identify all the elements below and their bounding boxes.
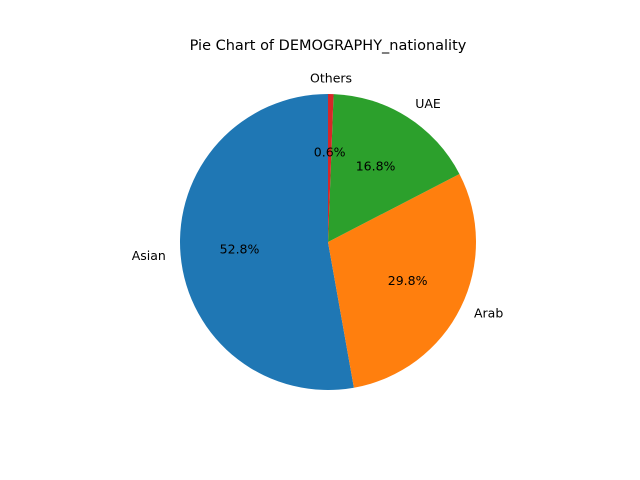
category-label-others: Others xyxy=(310,71,352,86)
category-label-arab: Arab xyxy=(474,306,503,321)
percent-label-arab: 29.8% xyxy=(388,273,428,288)
pie-slice-uae xyxy=(328,94,460,242)
pie-slice-asian xyxy=(179,94,354,391)
pie-slice-arab xyxy=(328,173,476,388)
category-label-asian: Asian xyxy=(132,248,166,263)
pie-labels: Asian 52.8% Arab 29.8% UAE 16.8% Others 0.6% xyxy=(132,71,504,321)
pie-slices xyxy=(179,94,476,391)
pie-slice-others xyxy=(328,94,334,242)
category-label-uae: UAE xyxy=(415,96,441,111)
percent-label-uae: 16.8% xyxy=(356,159,396,174)
percent-label-asian: 52.8% xyxy=(220,241,260,256)
chart-title: Pie Chart of DEMOGRAPHY_nationality xyxy=(190,38,467,54)
percent-label-others: 0.6% xyxy=(314,145,346,160)
